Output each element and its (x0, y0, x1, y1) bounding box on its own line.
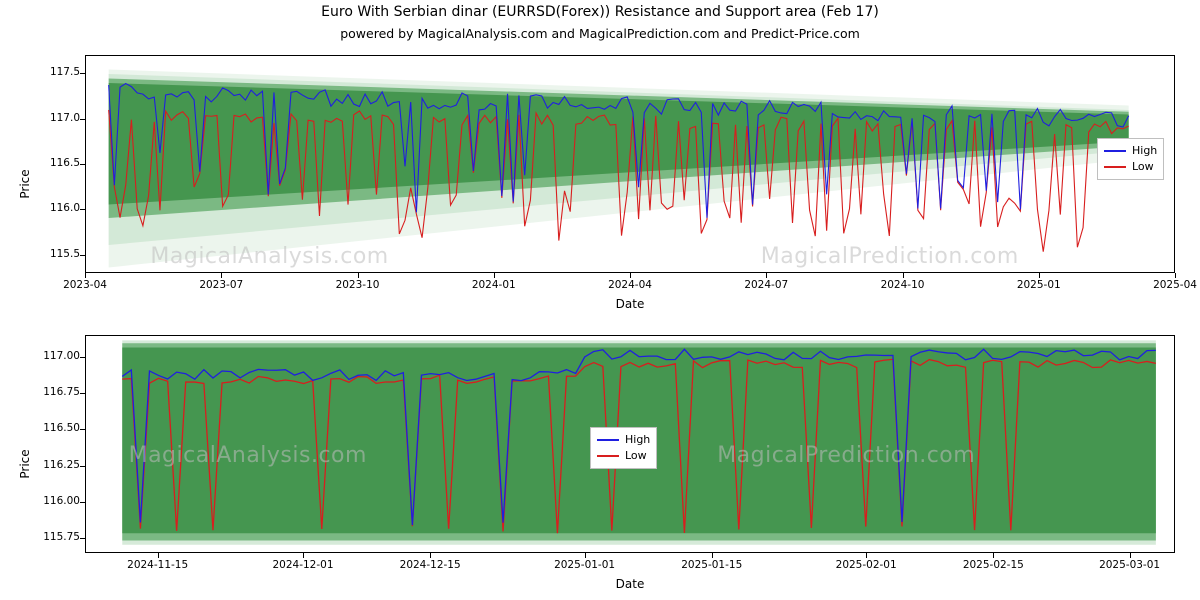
legend-swatch-low (1104, 166, 1126, 168)
legend-item-low: Low (597, 448, 650, 464)
xtick-mark (903, 273, 904, 278)
ytick-label: 116.0 (25, 202, 80, 214)
xtick-mark (712, 553, 713, 558)
top-chart-ylabel: Price (18, 169, 32, 198)
xtick-label: 2024-10 (881, 279, 925, 291)
legend-label: High (1132, 144, 1157, 157)
xtick-label: 2025-02-15 (963, 559, 1024, 571)
legend-item-high: High (1104, 143, 1157, 159)
chart-subtitle: powered by MagicalAnalysis.com and Magic… (0, 26, 1200, 41)
ytick-mark (80, 209, 85, 210)
xtick-mark (1175, 273, 1176, 278)
xtick-label: 2024-01 (472, 279, 516, 291)
legend-swatch-high (597, 439, 619, 441)
legend-item-high: High (597, 432, 650, 448)
xtick-mark (585, 553, 586, 558)
xtick-mark (494, 273, 495, 278)
xtick-mark (766, 273, 767, 278)
xtick-mark (158, 553, 159, 558)
ytick-label: 116.50 (25, 422, 80, 434)
ytick-mark (80, 119, 85, 120)
ytick-mark (80, 502, 85, 503)
xtick-label: 2023-04 (63, 279, 107, 291)
top-chart-legend: High Low (1097, 138, 1164, 180)
ytick-label: 116.75 (25, 386, 80, 398)
legend-label: Low (625, 449, 647, 462)
figure: Euro With Serbian dinar (EURRSD(Forex)) … (0, 0, 1200, 600)
xtick-mark (1039, 273, 1040, 278)
xtick-label: 2024-04 (608, 279, 652, 291)
ytick-mark (80, 164, 85, 165)
xtick-label: 2025-01-01 (554, 559, 615, 571)
ytick-label: 116.25 (25, 459, 80, 471)
ytick-label: 117.5 (25, 66, 80, 78)
xtick-label: 2023-07 (199, 279, 243, 291)
xtick-label: 2024-12-01 (272, 559, 333, 571)
legend-swatch-low (597, 455, 619, 457)
xtick-mark (866, 553, 867, 558)
xtick-mark (430, 553, 431, 558)
ytick-mark (80, 538, 85, 539)
xtick-label: 2024-11-15 (127, 559, 188, 571)
chart-title: Euro With Serbian dinar (EURRSD(Forex)) … (0, 4, 1200, 20)
xtick-mark (85, 273, 86, 278)
bottom-chart-xlabel: Date (85, 577, 1175, 591)
xtick-label: 2025-03-01 (1099, 559, 1160, 571)
ytick-label: 115.5 (25, 248, 80, 260)
ytick-mark (80, 393, 85, 394)
top-chart-xlabel: Date (85, 297, 1175, 311)
xtick-label: 2024-12-15 (400, 559, 461, 571)
legend-label: High (625, 433, 650, 446)
legend-swatch-high (1104, 150, 1126, 152)
legend-item-low: Low (1104, 159, 1157, 175)
ytick-label: 117.00 (25, 350, 80, 362)
xtick-label: 2024-07 (744, 279, 788, 291)
legend-label: Low (1132, 160, 1154, 173)
ytick-label: 115.75 (25, 531, 80, 543)
top-chart-panel (85, 55, 1175, 273)
bottom-chart-legend: High Low (590, 427, 657, 469)
ytick-mark (80, 73, 85, 74)
xtick-mark (630, 273, 631, 278)
ytick-mark (80, 466, 85, 467)
xtick-mark (303, 553, 304, 558)
xtick-label: 2023-10 (336, 279, 380, 291)
xtick-mark (358, 273, 359, 278)
xtick-label: 2025-02-01 (836, 559, 897, 571)
xtick-mark (221, 273, 222, 278)
xtick-mark (1130, 553, 1131, 558)
xtick-label: 2025-01-15 (681, 559, 742, 571)
ytick-label: 117.0 (25, 112, 80, 124)
ytick-mark (80, 429, 85, 430)
xtick-label: 2025-01 (1017, 279, 1061, 291)
ytick-mark (80, 255, 85, 256)
xtick-mark (993, 553, 994, 558)
ytick-label: 116.5 (25, 157, 80, 169)
ytick-mark (80, 357, 85, 358)
xtick-label: 2025-04 (1153, 279, 1197, 291)
ytick-label: 116.00 (25, 495, 80, 507)
